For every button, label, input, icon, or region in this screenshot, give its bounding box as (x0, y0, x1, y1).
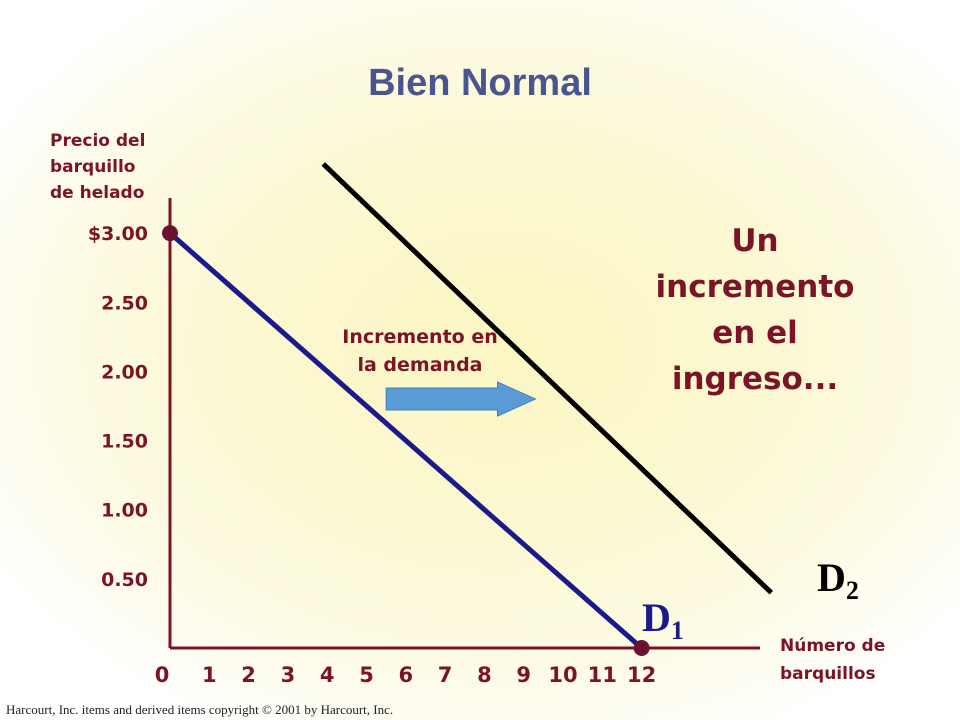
x-tick-label: 5 (359, 663, 374, 687)
y-axis-label-line: de helado (50, 183, 145, 203)
d2-label-main: D (817, 555, 846, 600)
x-tick-label: 3 (281, 663, 296, 687)
annotation-line: ingreso... (671, 361, 839, 397)
annotation-line: en el (712, 315, 798, 351)
y-tick-label: 0.50 (101, 569, 148, 591)
y-tick-label: $3.00 (88, 223, 148, 245)
y-axis-label: Precio del barquillo de helado (50, 128, 200, 206)
y-tick-label: 2.50 (101, 292, 148, 314)
annotation-line: la demanda (357, 354, 483, 376)
demand-shift-arrow (385, 381, 537, 417)
x-tick-label: 4 (320, 663, 335, 687)
x-tick-label: 6 (398, 663, 413, 687)
x-axis-label-line: barquillos (780, 664, 876, 684)
y-axis-label-line: Precio del (50, 131, 146, 151)
d1-endpoint-marker (162, 225, 178, 242)
annotation-line: incremento (655, 269, 855, 305)
annotation-line: Un (731, 223, 779, 259)
x-axis-label: Número de barquillos (780, 632, 950, 688)
income-increase-annotation: Un incremento en el ingreso... (630, 218, 880, 402)
y-tick-label: 1.50 (101, 431, 148, 453)
x-axis-label-line: Número de (780, 636, 886, 656)
d2-curve-label: D2 (817, 555, 859, 606)
d1-demand-curve (168, 231, 644, 650)
shift-arrow (385, 381, 537, 417)
d1-label-subscript: 1 (670, 616, 684, 645)
annotation-line: Incremento en (342, 326, 498, 348)
d1-label-main: D (642, 595, 671, 640)
copyright-notice: Harcourt, Inc. items and derived items c… (6, 702, 394, 717)
x-tick-label: 12 (627, 663, 656, 687)
demand-increase-annotation: Incremento en la demanda (305, 323, 535, 379)
y-axis-label-line: barquillo (50, 157, 136, 177)
x-tick-label: 9 (516, 663, 531, 687)
chart-title: Bien Normal (368, 62, 592, 104)
d1-endpoint-marker (633, 640, 650, 656)
tick-labels: 0 1 2 3 4 5 6 7 8 9 10 11 12$3.002.502.001.501.000.5… (88, 223, 656, 687)
x-tick-label: 8 (477, 663, 492, 687)
x-tick-label: 11 (588, 663, 617, 687)
y-tick-label: 1.00 (101, 500, 148, 522)
d2-label-subscript: 2 (845, 576, 859, 605)
d2-demand-curve (321, 162, 774, 595)
axes (168, 198, 760, 650)
x-tick-label: 2 (241, 663, 256, 687)
demand-curves (162, 162, 774, 656)
d1-curve-label: D1 (642, 595, 684, 646)
x-tick-label: 7 (438, 663, 453, 687)
x-tick-label: 10 (548, 663, 577, 687)
x-tick-label: 0 (155, 663, 170, 687)
y-tick-label: 2.00 (101, 361, 148, 383)
x-tick-label: 1 (202, 663, 217, 687)
